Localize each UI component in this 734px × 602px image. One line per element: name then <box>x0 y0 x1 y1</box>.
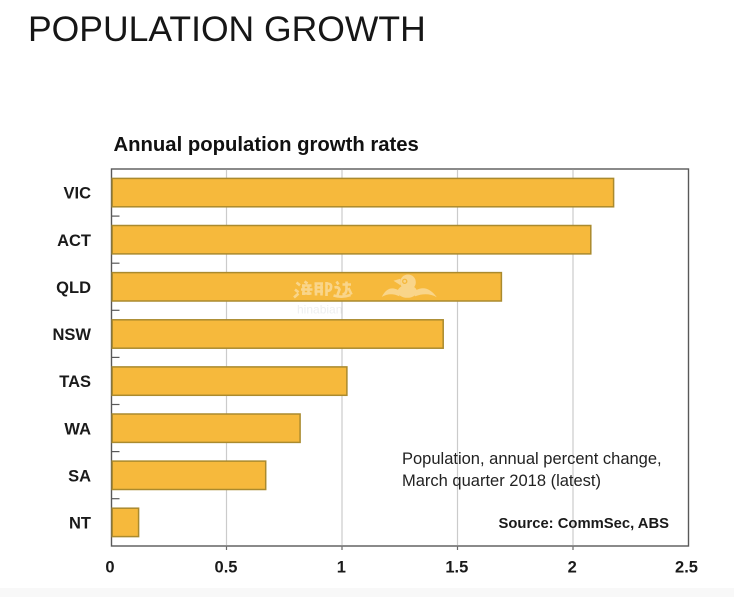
svg-text:0.5: 0.5 <box>215 559 238 577</box>
svg-text:2: 2 <box>568 559 577 577</box>
svg-text:VIC: VIC <box>63 185 91 203</box>
svg-text:Source: CommSec, ABS: Source: CommSec, ABS <box>499 516 670 532</box>
svg-text:WA: WA <box>64 420 91 438</box>
svg-text:0: 0 <box>105 559 114 577</box>
svg-text:hinabian: hinabian <box>297 303 342 317</box>
svg-text:NT: NT <box>69 515 91 533</box>
svg-text:March quarter 2018 (latest): March quarter 2018 (latest) <box>402 472 601 490</box>
svg-text:POPULATION GROWTH: POPULATION GROWTH <box>28 9 426 49</box>
svg-text:2.5: 2.5 <box>675 559 698 577</box>
svg-text:QLD: QLD <box>56 279 91 297</box>
svg-text:Annual population growth rates: Annual population growth rates <box>114 134 419 156</box>
svg-text:NSW: NSW <box>53 326 92 344</box>
svg-text:Population, annual percent cha: Population, annual percent change, <box>402 450 662 468</box>
svg-text:1.5: 1.5 <box>445 559 468 577</box>
svg-text:SA: SA <box>68 467 91 485</box>
svg-text:ACT: ACT <box>57 232 91 250</box>
svg-text:1: 1 <box>337 559 346 577</box>
svg-text:TAS: TAS <box>59 373 91 391</box>
